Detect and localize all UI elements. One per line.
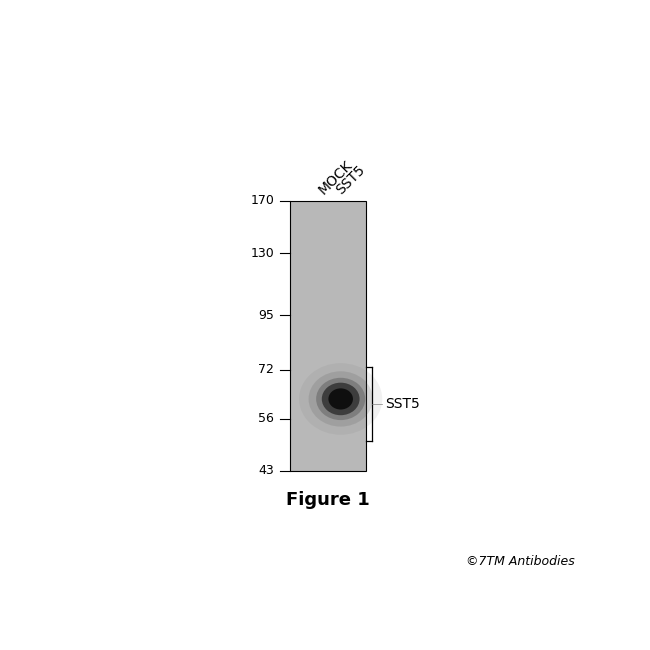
Text: 170: 170 [250, 194, 274, 207]
Ellipse shape [328, 388, 353, 410]
Text: 130: 130 [250, 247, 274, 260]
Text: 43: 43 [259, 464, 274, 477]
Text: 56: 56 [258, 413, 274, 426]
Text: MOCK: MOCK [315, 158, 355, 197]
Text: ©7TM Antibodies: ©7TM Antibodies [466, 556, 575, 569]
Ellipse shape [316, 378, 365, 420]
Text: SST5: SST5 [385, 397, 420, 411]
Bar [291, 201, 366, 471]
Text: 95: 95 [258, 309, 274, 322]
Text: SST5: SST5 [333, 162, 368, 197]
Text: 72: 72 [258, 363, 274, 376]
Ellipse shape [299, 363, 382, 435]
Ellipse shape [322, 383, 359, 415]
Ellipse shape [309, 371, 373, 426]
Text: Figure 1: Figure 1 [286, 491, 370, 509]
